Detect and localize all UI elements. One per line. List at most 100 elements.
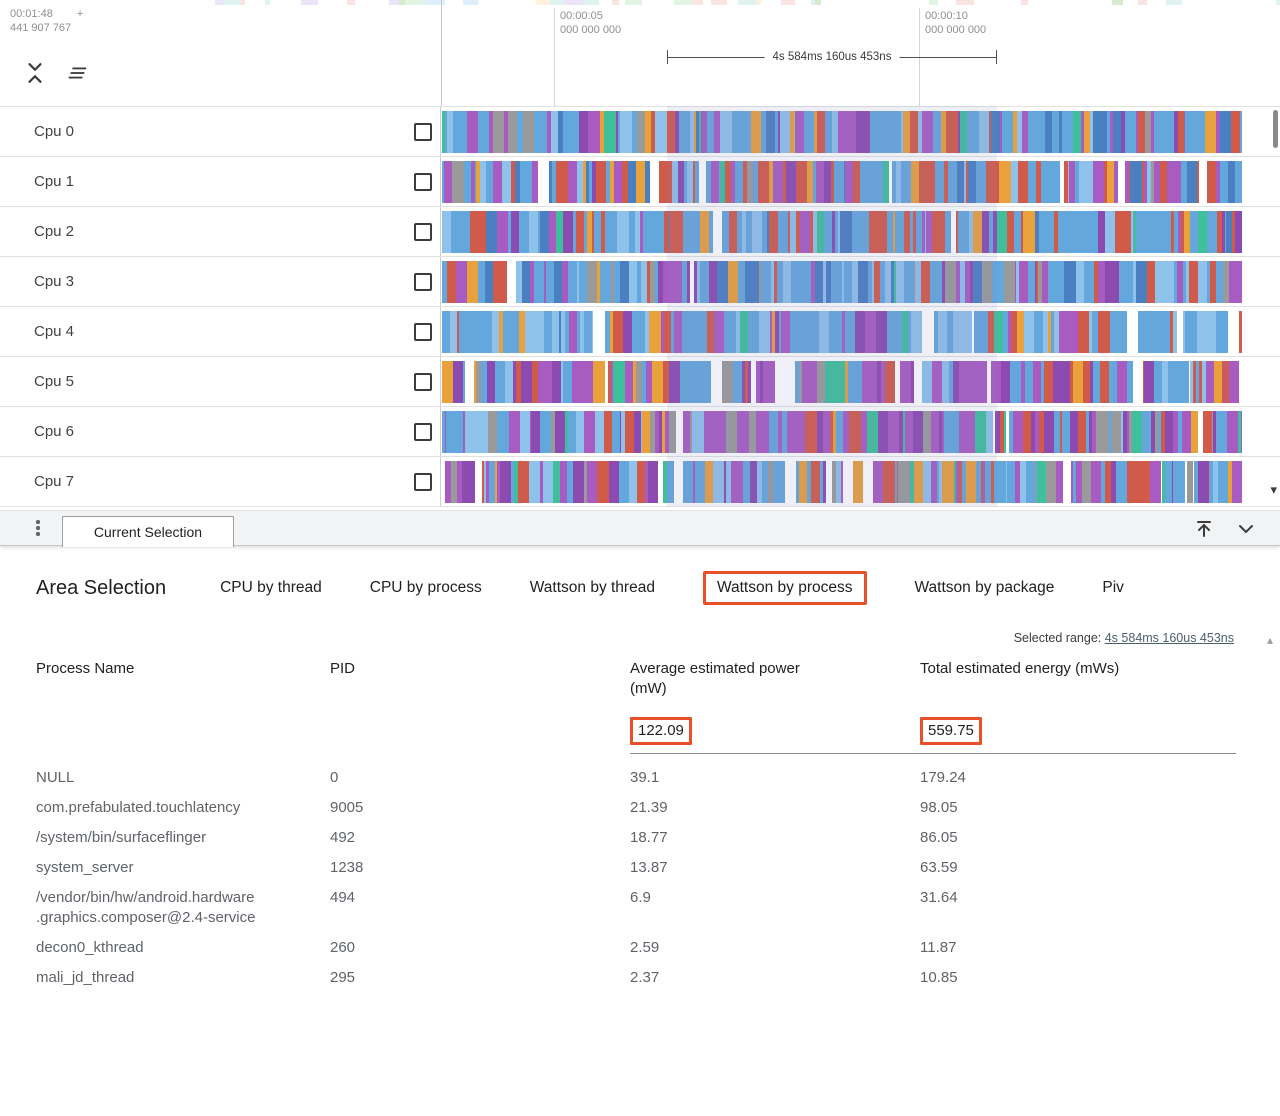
cell-total-energy[interactable]: 86.05 bbox=[920, 829, 958, 846]
track-slices[interactable] bbox=[442, 411, 1242, 453]
cell-process-name[interactable]: system_server bbox=[36, 859, 134, 876]
cell-total-energy[interactable]: 63.59 bbox=[920, 859, 958, 876]
track-slices[interactable] bbox=[442, 261, 1242, 303]
cell-total-energy[interactable]: 31.64 bbox=[920, 889, 958, 906]
cpu-track-row-0: Cpu 0 bbox=[0, 107, 1280, 157]
col-header-pid[interactable]: PID bbox=[330, 660, 356, 677]
track-slices[interactable] bbox=[442, 111, 1242, 153]
cell-avg-power[interactable]: 18.77 bbox=[630, 829, 668, 846]
cell-avg-power[interactable]: 6.9 bbox=[630, 889, 651, 906]
cell-pid[interactable]: 492 bbox=[330, 829, 356, 846]
collapse-tracks-icon[interactable] bbox=[24, 62, 46, 84]
chevron-down-icon[interactable] bbox=[1236, 519, 1256, 539]
cell-total-energy[interactable]: 98.05 bbox=[920, 799, 958, 816]
clock-main: 00:01:48 bbox=[10, 8, 53, 20]
timeline-clock: 00:01:48 + 441 907 767 bbox=[10, 7, 83, 35]
track-label-cell[interactable]: Cpu 1 bbox=[0, 157, 441, 206]
time-range-label: 4s 584ms 160us 453ns bbox=[764, 51, 900, 63]
tracks-scrollbar-thumb[interactable] bbox=[1273, 110, 1278, 148]
cell-process-name[interactable]: /vendor/bin/hw/android.hardware.graphics… bbox=[36, 889, 256, 926]
track-label: Cpu 6 bbox=[34, 423, 75, 440]
cell-avg-power[interactable]: 39.1 bbox=[630, 769, 660, 786]
cell-pid[interactable]: 1238 bbox=[330, 859, 364, 876]
selected-range-label: Selected range: bbox=[1013, 631, 1102, 645]
track-label: Cpu 0 bbox=[34, 123, 75, 140]
selection-tab-cpu-by-thread[interactable]: CPU by thread bbox=[220, 579, 322, 596]
drawer-tab-bar: Current Selection bbox=[0, 510, 1280, 547]
track-label: Cpu 4 bbox=[34, 323, 75, 340]
panel-title: Area Selection bbox=[36, 576, 167, 599]
track-checkbox[interactable] bbox=[414, 222, 432, 241]
cell-total-energy[interactable]: 10.85 bbox=[920, 969, 958, 986]
track-label-cell[interactable]: Cpu 0 bbox=[0, 107, 441, 156]
total-energy-total-value: 559.75 bbox=[920, 717, 982, 745]
selected-range: Selected range: 4s 584ms 160us 453ns bbox=[1014, 631, 1234, 645]
track-slices[interactable] bbox=[442, 361, 1242, 403]
cell-pid[interactable]: 260 bbox=[330, 939, 356, 956]
col-header-total-energy[interactable]: Total estimated energy (mWs) bbox=[920, 660, 1120, 677]
selection-tab-wattson-by-process[interactable]: Wattson by process bbox=[702, 571, 867, 605]
track-checkbox[interactable] bbox=[414, 172, 432, 191]
track-label-cell[interactable]: Cpu 2 bbox=[0, 207, 441, 256]
track-label-cell[interactable]: Cpu 4 bbox=[0, 307, 441, 356]
cell-avg-power[interactable]: 2.37 bbox=[630, 969, 660, 986]
cpu-track-row-7: Cpu 7 bbox=[0, 457, 1280, 507]
cell-process-name[interactable]: com.prefabulated.touchlatency bbox=[36, 799, 241, 816]
cell-process-name[interactable]: /system/bin/surfaceflinger bbox=[36, 829, 207, 846]
track-checkbox[interactable] bbox=[414, 122, 432, 141]
track-list: Cpu 0 Cpu 1 Cpu 2 Cpu 3 bbox=[0, 106, 1280, 507]
col-header-avg-power[interactable]: Average estimated power (mW) bbox=[630, 660, 800, 697]
totals-energy-cell: 559.75 bbox=[920, 717, 1236, 754]
selected-range-value[interactable]: 4s 584ms 160us 453ns bbox=[1104, 631, 1234, 645]
track-checkbox[interactable] bbox=[414, 272, 432, 291]
cpu-track-row-1: Cpu 1 bbox=[0, 157, 1280, 207]
tab-current-selection[interactable]: Current Selection bbox=[62, 516, 234, 547]
track-checkbox[interactable] bbox=[414, 322, 432, 341]
flatten-tracks-icon[interactable] bbox=[66, 62, 88, 84]
cell-total-energy[interactable]: 179.24 bbox=[920, 769, 966, 786]
cell-avg-power[interactable]: 13.87 bbox=[630, 859, 668, 876]
selection-tab-strip: Area Selection CPU by thread CPU by proce… bbox=[36, 571, 1280, 605]
overflow-menu-icon[interactable] bbox=[36, 520, 40, 536]
wattson-process-table: Process Name PID Average estimated power… bbox=[36, 653, 1236, 993]
cell-avg-power[interactable]: 21.39 bbox=[630, 799, 668, 816]
clock-plus: + bbox=[76, 8, 84, 20]
totals-avg-power-cell: 122.09 bbox=[630, 717, 920, 754]
cpu-track-row-4: Cpu 4 bbox=[0, 307, 1280, 357]
tracks-scroll-down-icon[interactable]: ▾ bbox=[1270, 482, 1277, 497]
cell-total-energy[interactable]: 11.87 bbox=[920, 939, 957, 956]
track-checkbox[interactable] bbox=[414, 422, 432, 441]
track-slices[interactable] bbox=[442, 311, 1242, 353]
track-slices[interactable] bbox=[442, 461, 1242, 503]
selection-tab-wattson-by-package[interactable]: Wattson by package bbox=[914, 579, 1055, 596]
track-slices[interactable] bbox=[442, 211, 1242, 253]
scroll-to-top-icon[interactable] bbox=[1194, 519, 1214, 539]
cell-pid[interactable]: 295 bbox=[330, 969, 356, 986]
track-slices[interactable] bbox=[442, 161, 1242, 203]
selection-tab-piv[interactable]: Piv bbox=[1102, 579, 1124, 596]
cell-pid[interactable]: 9005 bbox=[330, 799, 364, 816]
col-header-process-name[interactable]: Process Name bbox=[36, 660, 135, 677]
track-label-cell[interactable]: Cpu 5 bbox=[0, 357, 441, 406]
track-label-cell[interactable]: Cpu 3 bbox=[0, 257, 441, 306]
cell-process-name[interactable]: mali_jd_thread bbox=[36, 969, 135, 986]
track-label-cell[interactable]: Cpu 6 bbox=[0, 407, 441, 456]
cell-pid[interactable]: 494 bbox=[330, 889, 356, 906]
selection-tab-cpu-by-process[interactable]: CPU by process bbox=[369, 579, 482, 596]
cell-avg-power[interactable]: 2.59 bbox=[630, 939, 660, 956]
track-label: Cpu 3 bbox=[34, 273, 75, 290]
trace-overview-minimap[interactable] bbox=[180, 0, 1280, 5]
track-checkbox[interactable] bbox=[414, 372, 432, 391]
clock-offset: 441 907 767 bbox=[10, 22, 72, 34]
track-label-cell[interactable]: Cpu 7 bbox=[0, 457, 441, 506]
panel-scroll-up-icon[interactable]: ▴ bbox=[1266, 633, 1273, 647]
cell-process-name[interactable]: NULL bbox=[36, 769, 75, 786]
cell-process-name[interactable]: decon0_kthread bbox=[36, 939, 144, 956]
cell-pid[interactable]: 0 bbox=[330, 769, 339, 786]
time-tick-2: 00:00:10 000 000 000 bbox=[925, 10, 987, 36]
cpu-track-row-3: Cpu 3 bbox=[0, 257, 1280, 307]
track-checkbox[interactable] bbox=[414, 472, 432, 491]
selection-tab-wattson-by-thread[interactable]: Wattson by thread bbox=[529, 579, 655, 596]
cpu-track-row-5: Cpu 5 bbox=[0, 357, 1280, 407]
